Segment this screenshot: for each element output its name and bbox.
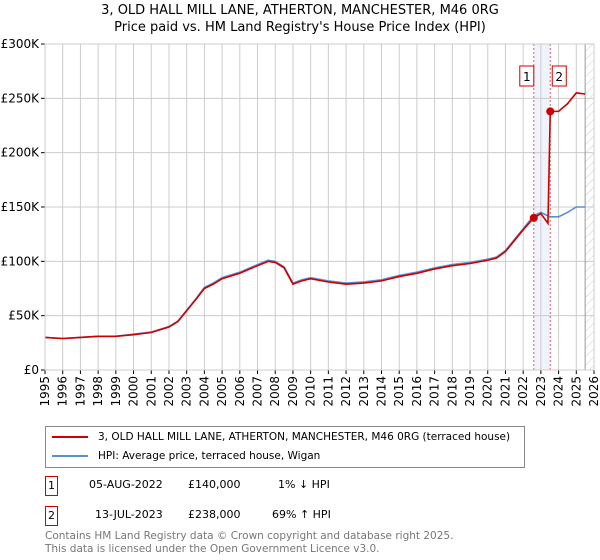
x-tick-label: 2025 xyxy=(569,376,583,407)
transaction-hpi: 1% ↓ HPI xyxy=(278,478,330,491)
transaction-date: 13-JUL-2023 xyxy=(95,508,163,521)
legend-label: 3, OLD HALL MILL LANE, ATHERTON, MANCHES… xyxy=(98,431,511,443)
plot-border xyxy=(44,43,595,371)
x-tick-label: 2006 xyxy=(233,376,247,407)
x-tick-label: 2012 xyxy=(339,376,353,407)
x-tick-label: 2011 xyxy=(321,376,335,407)
footer-copyright: Contains HM Land Registry data © Crown c… xyxy=(45,530,454,542)
legend-swatch-blue xyxy=(52,455,88,457)
x-tick-label: 2017 xyxy=(428,376,442,407)
x-tick-label: 2015 xyxy=(392,376,406,407)
legend-item-hpi: HPI: Average price, terraced house, Wiga… xyxy=(52,448,320,464)
x-tick-label: 2004 xyxy=(197,376,211,407)
x-tick-label: 2018 xyxy=(445,376,459,407)
x-tick-label: 2010 xyxy=(304,376,318,407)
x-tick-label: 2023 xyxy=(534,376,548,407)
transaction-badge: 2 xyxy=(45,506,58,526)
transaction-row: 2 13-JUL-2023 £238,000 69% ↑ HPI xyxy=(45,506,545,526)
x-tick-label: 2020 xyxy=(481,376,495,407)
legend-label: HPI: Average price, terraced house, Wiga… xyxy=(98,450,321,462)
transaction-date: 05-AUG-2022 xyxy=(89,478,163,491)
y-tick-label: £0 xyxy=(24,363,39,377)
x-tick-label: 1998 xyxy=(91,376,105,407)
y-tick-label: £100K xyxy=(1,254,41,268)
x-tick-label: 2026 xyxy=(587,376,600,407)
x-tick-label: 2007 xyxy=(251,376,265,407)
transaction-price: £140,000 xyxy=(188,478,241,491)
x-tick-label: 2013 xyxy=(357,376,371,407)
sale-point xyxy=(529,213,538,222)
x-tick-label: 2009 xyxy=(286,376,300,407)
legend: 3, OLD HALL MILL LANE, ATHERTON, MANCHES… xyxy=(45,426,525,468)
price-chart: 1995 1996 1997 1998 1999 2000 2001 2002 2003 2004… xyxy=(1,37,600,407)
x-tick-label: 2019 xyxy=(463,376,477,407)
x-tick-label: 1995 xyxy=(38,376,52,407)
footer: Contains HM Land Registry data © Crown c… xyxy=(45,530,453,556)
sale-badge xyxy=(519,65,535,87)
x-tick-label: 2001 xyxy=(144,376,158,407)
sale-point xyxy=(546,107,555,116)
footer-licence: This data is licensed under the Open Gov… xyxy=(45,543,380,555)
x-tick-label: 2024 xyxy=(552,376,566,407)
transaction-badge: 1 xyxy=(45,476,58,496)
x-tick-label: 1996 xyxy=(56,376,70,407)
transaction-hpi: 69% ↑ HPI xyxy=(272,508,331,521)
x-tick-label: 2014 xyxy=(374,376,388,407)
y-tick-label: £150K xyxy=(1,200,41,214)
x-tick-label: 2005 xyxy=(215,376,229,407)
x-tick-label: 2000 xyxy=(127,376,141,407)
x-tick-label: 2016 xyxy=(410,376,424,407)
transaction-row: 1 05-AUG-2022 £140,000 1% ↓ HPI xyxy=(45,476,545,496)
x-tick-label: 2021 xyxy=(498,376,512,407)
x-tick-label: 1997 xyxy=(73,376,87,407)
sale-badge-label: 2 xyxy=(555,70,563,84)
y-tick-label: £300K xyxy=(1,37,41,51)
sale-badge xyxy=(551,65,567,87)
y-tick-label: £200K xyxy=(1,146,41,160)
legend-item-property: 3, OLD HALL MILL LANE, ATHERTON, MANCHES… xyxy=(52,429,510,445)
chart-title: 3, OLD HALL MILL LANE, ATHERTON, MANCHES… xyxy=(101,3,499,18)
y-tick-label: £50K xyxy=(8,309,40,323)
y-tick-label: £250K xyxy=(1,91,41,105)
x-tick-label: 1999 xyxy=(109,376,123,407)
legend-swatch-red xyxy=(52,436,88,438)
x-tick-label: 2008 xyxy=(268,376,282,407)
transaction-price: £238,000 xyxy=(188,508,241,521)
chart-subtitle: Price paid vs. HM Land Registry's House … xyxy=(114,20,486,35)
x-tick-label: 2002 xyxy=(162,376,176,407)
x-tick-label: 2022 xyxy=(516,376,530,407)
sale-badge-label: 1 xyxy=(523,70,531,84)
x-tick-label: 2003 xyxy=(180,376,194,407)
